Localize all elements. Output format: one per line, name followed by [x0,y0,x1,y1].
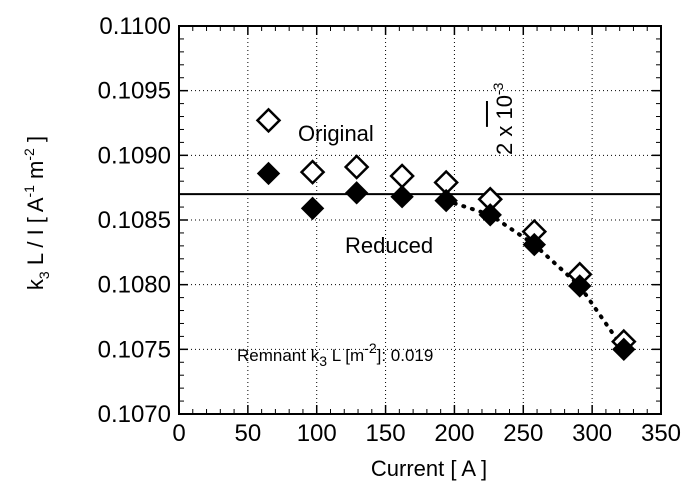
y-tick-label: 0.1095 [98,78,171,105]
x-tick-label: 350 [641,420,681,447]
reduced-marker [256,161,281,186]
remnant-annotation: Remnant k3 L [m-2]: 0.019 [237,340,433,369]
reduced-marker [612,337,636,362]
reduced-marker [434,188,458,213]
series-label-reduced: Reduced [345,233,433,258]
grid-lines [179,26,661,414]
reduced-marker [568,274,592,298]
x-tick-label: 0 [172,420,185,447]
reduced-marker [300,196,325,221]
y-axis-title: k3 L / I [ A-1 m-2 ] [21,136,52,290]
original-marker [299,159,326,185]
original-marker [389,163,415,189]
x-tick-label: 200 [434,420,474,447]
y-tick-label: 0.1080 [98,272,171,299]
series-label-original: Original [298,121,374,146]
reduced-marker [522,232,547,257]
x-tick-label: 50 [235,420,262,447]
reduced-marker [478,203,502,227]
y-tick-label: 0.1070 [98,401,171,428]
x-axis-title: Current [ A ] [371,456,487,481]
y-tick-label: 0.1075 [98,336,171,363]
data-markers [255,107,637,362]
original-marker [255,107,282,134]
reduced-marker [390,185,414,209]
scale-bar-label: 2 x 10-3 [490,82,517,155]
x-tick-labels: 0 50 100 150 200 250 300 350 [172,420,681,447]
plot-frame [178,25,662,415]
x-tick-label: 300 [572,420,612,447]
x-tick-label: 250 [503,420,543,447]
reduced-marker [344,181,369,205]
original-marker [343,154,370,180]
y-tick-label: 0.1085 [98,207,171,234]
x-tick-label: 100 [297,420,337,447]
y-tick-label: 0.1100 [99,13,171,40]
x-tick-label: 150 [366,420,406,447]
y-tick-labels: 0.1070 0.1075 0.1080 0.1085 0.1090 0.1095 0.11… [98,13,171,428]
y-tick-label: 0.1090 [98,142,171,169]
